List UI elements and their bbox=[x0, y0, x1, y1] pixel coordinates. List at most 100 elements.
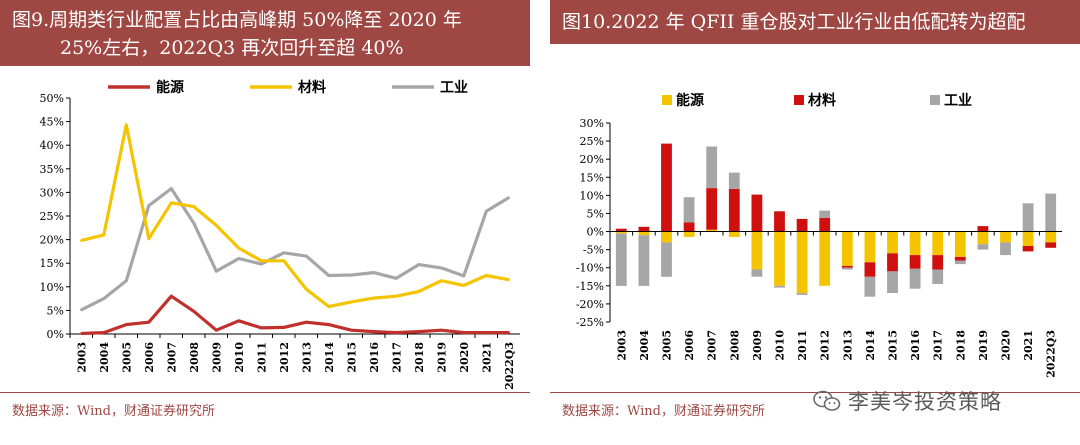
x-tick-label-right-11: 2014 bbox=[864, 330, 877, 361]
series-point-2-3 bbox=[147, 204, 150, 207]
bar-0-16 bbox=[977, 231, 989, 245]
x-tick-label-right-14: 2017 bbox=[932, 330, 945, 361]
y-tick-label-right-3: -10% bbox=[576, 262, 604, 275]
bar-2-2 bbox=[661, 242, 672, 277]
y-tick-label-left-3: 15% bbox=[40, 257, 64, 270]
series-point-2-14 bbox=[395, 277, 398, 280]
bar-2-5 bbox=[728, 172, 740, 189]
series-point-0-19 bbox=[507, 331, 510, 334]
series-point-1-4 bbox=[170, 201, 173, 204]
series-point-0-5 bbox=[192, 310, 195, 313]
bar-1-0 bbox=[615, 228, 627, 232]
wechat-icon bbox=[813, 390, 841, 411]
bar-1-9 bbox=[819, 217, 831, 232]
bar-0-2 bbox=[661, 231, 672, 243]
series-point-2-1 bbox=[102, 297, 105, 300]
y-tick-label-right-0: -25% bbox=[576, 316, 604, 329]
series-point-1-15 bbox=[417, 290, 420, 293]
stacked-bar-chart: 能源 材料 工业 -25% -20% -15% -10% -5% 0% 5% 10% 15% 20% 25… bbox=[576, 92, 1062, 378]
bar-0-10 bbox=[841, 231, 853, 266]
x-tick-label-right-9: 2012 bbox=[819, 330, 832, 361]
y-tick-label-right-5: 0% bbox=[587, 226, 604, 239]
x-tick-label-left-7: 2010 bbox=[233, 342, 246, 373]
bar-2-11 bbox=[864, 276, 876, 297]
y-tick-label-left-9: 45% bbox=[40, 116, 64, 129]
series-point-0-0 bbox=[80, 332, 83, 335]
x-tick-label-left-11: 2014 bbox=[323, 342, 336, 373]
legend-swatch-right-1 bbox=[794, 95, 804, 105]
x-tick-label-right-0: 2003 bbox=[615, 330, 628, 361]
x-tick-label-left-8: 2011 bbox=[255, 342, 268, 373]
bar-0-11 bbox=[864, 231, 876, 263]
bar-2-6 bbox=[751, 269, 763, 277]
x-tick-label-right-10: 2013 bbox=[841, 330, 854, 361]
bar-1-7 bbox=[774, 211, 785, 232]
bar-2-7 bbox=[774, 285, 785, 288]
bar-2-16 bbox=[977, 244, 989, 250]
series-point-2-7 bbox=[237, 257, 240, 260]
x-tick-label-right-6: 2009 bbox=[751, 330, 764, 361]
bar-1-1 bbox=[638, 226, 650, 232]
series-point-0-1 bbox=[102, 331, 105, 334]
y-tick-label-left-5: 25% bbox=[40, 210, 64, 223]
bar-2-0 bbox=[615, 233, 627, 286]
x-tick-label-left-18: 2021 bbox=[480, 342, 493, 373]
bar-0-9 bbox=[819, 231, 831, 286]
y-tick-label-left-10: 50% bbox=[40, 92, 64, 105]
series-point-2-5 bbox=[192, 221, 195, 225]
bar-0-12 bbox=[887, 231, 898, 254]
bar-1-11 bbox=[864, 262, 876, 277]
x-tick-label-left-16: 2019 bbox=[435, 342, 448, 373]
series-point-1-10 bbox=[305, 287, 308, 291]
x-tick-label-right-13: 2016 bbox=[909, 330, 922, 361]
bar-0-14 bbox=[932, 231, 944, 255]
series-point-2-19 bbox=[507, 196, 510, 199]
footer-divider-right bbox=[550, 392, 1080, 393]
x-tick-label-right-2: 2005 bbox=[661, 330, 674, 361]
bar-1-14 bbox=[932, 255, 944, 270]
bar-2-1 bbox=[638, 235, 650, 286]
bar-0-3 bbox=[683, 231, 695, 237]
bar-0-1 bbox=[638, 231, 650, 236]
x-tick-label-right-15: 2018 bbox=[954, 330, 967, 361]
x-tick-label-right-7: 2010 bbox=[774, 330, 787, 361]
y-tick-label-left-7: 35% bbox=[40, 163, 64, 176]
x-tick-label-right-17: 2020 bbox=[1000, 330, 1013, 361]
chart-panel-left: 图9.周期类行业配置占比由高峰期 50%降至 2020 年 25%左右，2022… bbox=[0, 0, 530, 445]
watermark: 李美岑投资策略 bbox=[812, 386, 1002, 416]
bar-0-13 bbox=[909, 231, 921, 255]
source-note-right: 数据来源：Wind，财通证券研究所 bbox=[562, 404, 765, 419]
series-point-0-13 bbox=[372, 330, 375, 333]
chart-title-left: 图9.周期类行业配置占比由高峰期 50%降至 2020 年 25%左右，2022… bbox=[0, 0, 530, 66]
series-point-1-8 bbox=[260, 259, 263, 263]
bar-2-18 bbox=[1022, 203, 1034, 232]
series-point-2-10 bbox=[305, 254, 308, 258]
legend-label-right-1: 材料 bbox=[808, 92, 836, 109]
series-point-1-1 bbox=[102, 233, 105, 237]
bar-1-2 bbox=[661, 143, 672, 232]
series-point-1-2 bbox=[125, 123, 128, 127]
legend-label-1: 材料 bbox=[298, 79, 326, 96]
x-tick-label-left-9: 2012 bbox=[278, 342, 291, 373]
chart-legend-right: 能源 材料 工业 bbox=[662, 92, 972, 109]
x-tick-label-right-3: 2006 bbox=[683, 330, 696, 361]
bar-1-15 bbox=[954, 256, 966, 261]
series-point-2-2 bbox=[125, 279, 128, 282]
bar-2-15 bbox=[954, 260, 966, 265]
x-tick-label-left-12: 2015 bbox=[345, 342, 358, 373]
series-point-1-12 bbox=[350, 300, 353, 304]
x-tick-label-right-19: 2022Q3 bbox=[1045, 330, 1058, 378]
series-point-2-6 bbox=[215, 270, 218, 273]
bar-2-12 bbox=[887, 271, 898, 293]
series-point-1-16 bbox=[440, 279, 443, 282]
bar-1-12 bbox=[887, 253, 898, 272]
series-point-2-11 bbox=[327, 274, 330, 277]
y-tick-label-left-6: 30% bbox=[40, 186, 64, 199]
series-point-0-10 bbox=[305, 321, 308, 324]
series-point-0-9 bbox=[282, 326, 285, 329]
series-point-0-17 bbox=[462, 331, 465, 334]
series-point-2-17 bbox=[462, 274, 465, 278]
source-note-left: 数据来源：Wind，财通证券研究所 bbox=[12, 404, 215, 419]
bar-0-19 bbox=[1045, 231, 1057, 243]
series-point-1-9 bbox=[282, 259, 285, 263]
